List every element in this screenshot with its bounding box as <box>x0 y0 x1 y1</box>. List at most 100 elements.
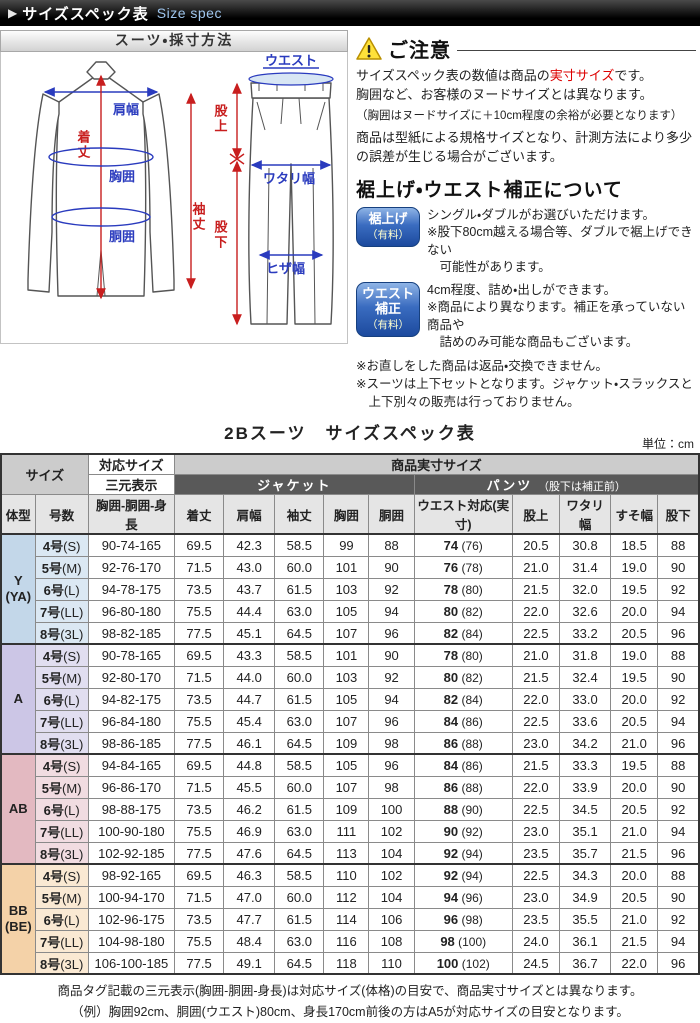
spec-cell: 21.5 <box>511 665 561 689</box>
spec-cell: 21.0 <box>610 819 659 843</box>
spec-cell: 90-74-165 <box>87 533 175 557</box>
spec-cell: 90 <box>657 775 700 799</box>
notice-line-1: サイズスペック表の数値は商品の実寸サイズです。 胸囲など、お客様のヌードサイズと… <box>356 68 653 102</box>
column-header: ウエスト対応(実寸) <box>413 494 513 535</box>
spec-cell: 34.9 <box>558 885 612 909</box>
spec-cell: 22.5 <box>511 863 561 887</box>
spec-cell: 22.5 <box>511 709 561 733</box>
spec-cell: 78 (80) <box>413 577 513 601</box>
spec-cell: 110 <box>368 951 415 975</box>
spec-cell: 69.5 <box>173 643 225 667</box>
spec-cell: 33.9 <box>558 775 612 799</box>
body-type-cell: AB <box>0 753 36 865</box>
notice-rule <box>457 50 696 51</box>
spec-cell: 47.0 <box>223 885 276 909</box>
spec-cell: 106-100-185 <box>87 951 175 975</box>
spec-cell: 20.0 <box>610 863 659 887</box>
spec-cell: 94-82-175 <box>87 687 175 711</box>
hemming-title: 裾上げ・ウエスト補正について <box>356 180 623 202</box>
knee-width-label: ヒザ幅 <box>266 261 305 276</box>
spec-cell: 23.5 <box>511 841 561 865</box>
spec-cell: 110 <box>323 863 370 887</box>
table-row: 8号(3L) 98-82-185 77.5 45.1 64.5 107 96 82 (84) 2… <box>1 621 700 645</box>
spec-cell: 104 <box>368 841 415 865</box>
spec-cell: 88 <box>657 863 700 887</box>
spec-cell: 96-84-180 <box>87 709 175 733</box>
spec-cell: 5号(M) <box>34 555 89 579</box>
spec-cell: 100 (102) <box>413 951 513 975</box>
spec-cell: 109 <box>323 797 370 821</box>
size-spec-table: サイズ 対応サイズ 商品実寸サイズ 三元表示 ジャケット パンツ （股下は補正前… <box>0 453 700 976</box>
spec-cell: 31.4 <box>558 555 612 579</box>
spec-cell: 60.0 <box>274 775 325 799</box>
table-row: Y (YA) 4号(S) 90-74-165 69.5 42.3 58.5 99 88 74 (… <box>0 533 700 645</box>
spec-cell: 96 <box>657 841 700 865</box>
spec-cell: 33.6 <box>558 709 612 733</box>
spec-cell: 34.2 <box>558 731 612 755</box>
spec-cell: 19.5 <box>610 753 659 777</box>
spec-cell: 92 <box>368 577 415 601</box>
footer-note-2: （例）胸囲92cm、胴囲(ウエスト)80cm、身長170cm前後の方はA5が対応… <box>71 1005 629 1020</box>
spec-cell: 46.3 <box>223 863 276 887</box>
spec-cell: 20.5 <box>610 885 659 909</box>
body-type-cell: BB (BE) <box>0 863 36 975</box>
column-header: 着丈 <box>173 494 225 535</box>
spec-cell: 94 <box>368 599 415 623</box>
fee-badge: 裾上げ （有料） <box>356 207 420 247</box>
spec-cell: 8号(3L) <box>34 621 89 645</box>
spec-cell: 96 <box>368 709 415 733</box>
hemming-item: 裾上げ （有料） シングル・ダブルがお選びいただけます。 ※股下80cm越える場合等… <box>356 207 696 276</box>
spec-cell: 116 <box>323 929 370 953</box>
spec-cell: 43.0 <box>223 555 276 579</box>
notice-line-4: 商品は型紙による規格サイズとなり、計測方法により多少の誤差が生じる場合がございま… <box>356 130 693 165</box>
spec-cell: 32.4 <box>558 665 612 689</box>
spec-cell: 42.3 <box>223 533 276 557</box>
spec-cell: 61.5 <box>274 797 325 821</box>
spec-cell: 111 <box>323 819 370 843</box>
spec-cell: 98-82-185 <box>87 621 175 645</box>
spec-cell: 101 <box>323 643 370 667</box>
spec-cell: 21.5 <box>511 577 561 601</box>
spec-cell: 75.5 <box>173 599 225 623</box>
column-header: 胸囲-胴囲-身長 <box>87 494 175 535</box>
spec-cell: 92 <box>368 665 415 689</box>
spec-cell: 90 <box>368 555 415 579</box>
spec-cell: 105 <box>323 599 370 623</box>
spec-cell: 44.8 <box>223 753 276 777</box>
spec-cell: 90 <box>657 885 700 909</box>
spec-cell: 21.5 <box>610 929 659 953</box>
spec-cell: 21.0 <box>610 907 659 931</box>
header-pants-group: パンツ （股下は補正前） <box>413 474 700 496</box>
spec-cell: 75.5 <box>173 709 225 733</box>
spec-cell: 20.5 <box>511 533 561 557</box>
spec-cell: 5号(M) <box>34 775 89 799</box>
spec-cell: 94-84-165 <box>87 753 175 777</box>
spec-cell: 98 <box>368 775 415 799</box>
column-header: ワタリ幅 <box>558 494 612 535</box>
spec-cell: 102 <box>368 819 415 843</box>
thigh-width-label: ワタリ幅 <box>263 171 315 186</box>
hemming-item-text: シングル・ダブルがお選びいただけます。 ※股下80cm越える場合等、ダブルで裾上… <box>427 208 693 274</box>
spec-cell: 43.7 <box>223 577 276 601</box>
notice-title: ご注意 <box>388 40 451 62</box>
spec-cell: 90 <box>368 643 415 667</box>
spec-cell: 34.5 <box>558 797 612 821</box>
spec-cell: 96-80-180 <box>87 599 175 623</box>
section-subtitle: Size spec <box>156 5 222 21</box>
spec-cell: 45.5 <box>223 775 276 799</box>
spec-cell: 31.8 <box>558 643 612 667</box>
spec-cell: 46.9 <box>223 819 276 843</box>
sleeve-length-label: 袖丈 <box>191 201 207 232</box>
table-row: BB (BE) 4号(S) 98-92-165 69.5 46.3 58.5 110 102 9… <box>0 863 700 975</box>
spec-cell: 58.5 <box>274 753 325 777</box>
spec-cell: 92 <box>657 577 700 601</box>
table-row: 7号(LL) 96-80-180 75.5 44.4 63.0 105 94 80 (82) 2… <box>1 599 700 623</box>
spec-cell: 94 <box>368 687 415 711</box>
spec-cell: 6号(L) <box>34 907 89 931</box>
spec-cell: 20.0 <box>610 599 659 623</box>
spec-cell: 84 (86) <box>413 753 513 777</box>
body-type-cell: Y (YA) <box>0 533 36 645</box>
spec-cell: 5号(M) <box>34 665 89 689</box>
spec-cell: 76 (78) <box>413 555 513 579</box>
spec-cell: 92 <box>657 907 700 931</box>
